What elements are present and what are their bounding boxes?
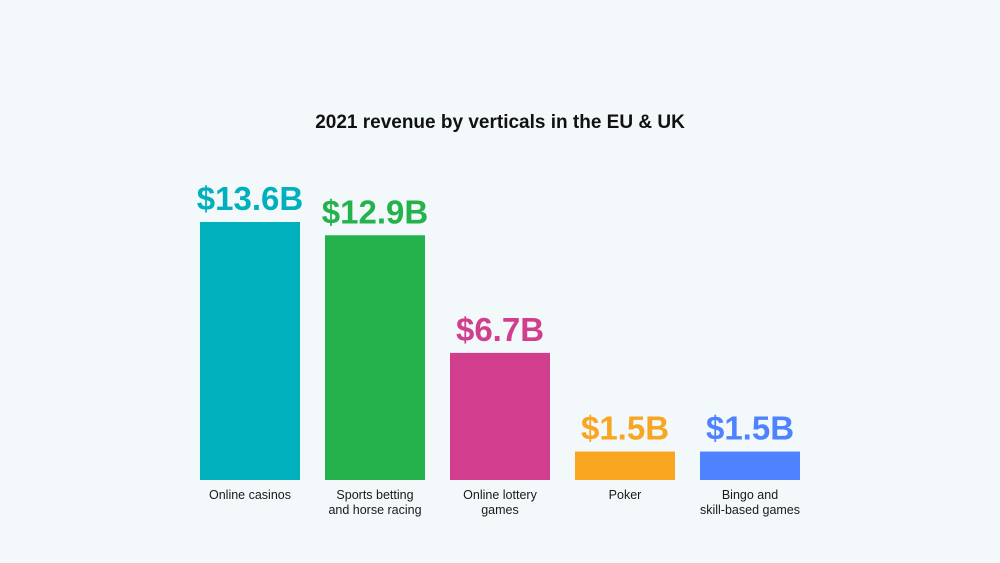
category-label-2-line-0: Online lottery <box>463 488 537 502</box>
category-label-4-line-1: skill-based games <box>700 503 800 517</box>
category-label-4-line-0: Bingo and <box>722 488 778 502</box>
category-label-4: Bingo and skill-based games <box>700 488 800 517</box>
bar-4 <box>700 451 800 480</box>
category-label-0: Online casinos <box>209 488 291 502</box>
value-label-1: $12.9B <box>322 193 428 230</box>
category-label-0-line-0: Online casinos <box>209 488 291 502</box>
bar-3 <box>575 451 675 480</box>
value-label-0: $13.6B <box>197 180 303 217</box>
value-label-3: $1.5B <box>581 410 669 447</box>
category-label-2: Online lottery games <box>463 488 537 517</box>
category-label-1: Sports betting and horse racing <box>328 488 421 517</box>
category-label-3: Poker <box>609 488 642 502</box>
value-labels-group: $13.6B $12.9B $6.7B $1.5B $1.5B <box>197 180 794 447</box>
bar-0 <box>200 222 300 480</box>
bar-2 <box>450 352 550 480</box>
bar-1 <box>325 235 425 480</box>
category-label-1-line-1: and horse racing <box>328 503 421 517</box>
value-label-4: $1.5B <box>706 410 794 447</box>
chart-title: 2021 revenue by verticals in the EU & UK <box>315 112 685 133</box>
category-label-3-line-0: Poker <box>609 488 642 502</box>
value-label-2: $6.7B <box>456 311 544 348</box>
bars-group <box>200 222 800 480</box>
category-labels-group: Online casinos Sports betting and horse ra… <box>209 488 800 517</box>
category-label-1-line-0: Sports betting <box>336 488 413 502</box>
category-label-2-line-1: games <box>481 503 519 517</box>
